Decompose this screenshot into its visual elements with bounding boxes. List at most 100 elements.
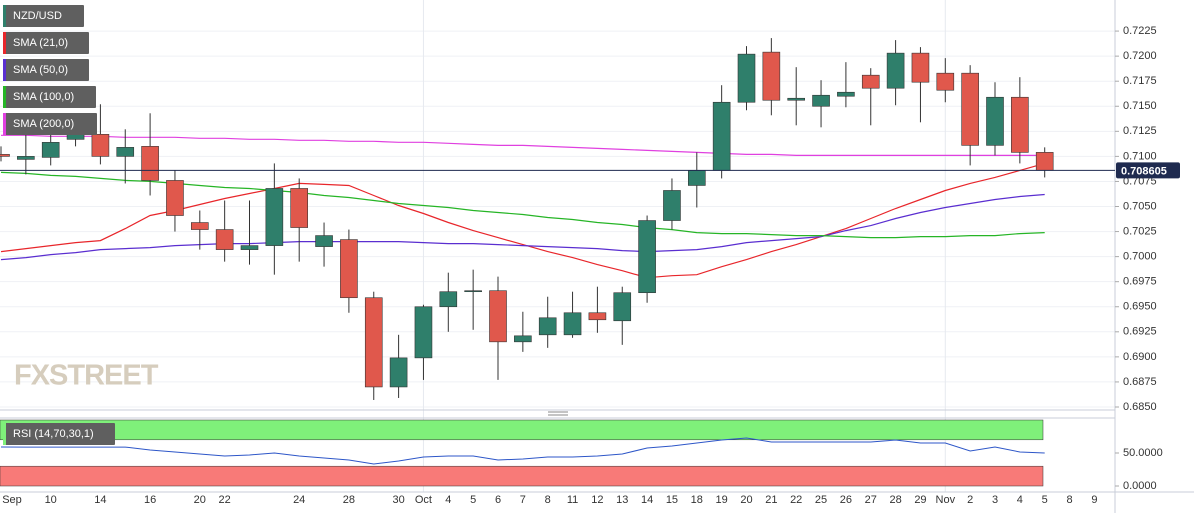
legend-swatch bbox=[3, 59, 6, 81]
candle-body bbox=[613, 292, 632, 322]
y-tick-label: 0.7200 bbox=[1123, 50, 1157, 62]
candle-body bbox=[414, 306, 433, 359]
x-tick-label: 10 bbox=[45, 494, 57, 506]
candle-body bbox=[389, 357, 408, 388]
legend-swatch bbox=[3, 32, 6, 54]
x-tick-label: 5 bbox=[470, 494, 476, 506]
candle-body bbox=[265, 188, 284, 246]
y-tick-label: 50.0000 bbox=[1123, 447, 1163, 459]
candle-body bbox=[712, 101, 731, 171]
y-tick-label: 0.7000 bbox=[1123, 251, 1157, 263]
candle-body bbox=[787, 97, 806, 101]
legend-label: RSI (14,70,30,1) bbox=[13, 428, 94, 440]
candle-body bbox=[191, 222, 209, 230]
candle-body bbox=[911, 52, 930, 83]
x-tick-label: 15 bbox=[666, 494, 678, 506]
x-tick-label: 21 bbox=[765, 494, 777, 506]
x-tick-label: 3 bbox=[992, 494, 998, 506]
x-tick-label: 4 bbox=[445, 494, 451, 506]
grid bbox=[0, 0, 1115, 492]
legend-box bbox=[3, 86, 96, 108]
y-tick-label: 0.6975 bbox=[1123, 276, 1157, 288]
last-price-label: 0.708605 bbox=[1121, 165, 1167, 177]
legend-label: SMA (50,0) bbox=[13, 64, 68, 76]
legend-swatch bbox=[3, 5, 6, 27]
legend-label: SMA (100,0) bbox=[13, 91, 74, 103]
candle-body bbox=[116, 147, 135, 157]
candle-body bbox=[17, 156, 35, 160]
candle-body bbox=[861, 74, 880, 89]
x-tick-label: Sep bbox=[2, 494, 22, 506]
rsi-band bbox=[0, 465, 1044, 487]
x-tick-label: 11 bbox=[567, 494, 578, 506]
y-tick-label: 0.7100 bbox=[1123, 150, 1157, 162]
candle-body bbox=[687, 170, 706, 186]
rsi-band bbox=[0, 419, 1044, 441]
sma-line bbox=[1, 134, 1045, 156]
x-tick-label: 26 bbox=[840, 494, 852, 506]
candle-body bbox=[489, 290, 507, 343]
x-tick-label: 7 bbox=[520, 494, 526, 506]
x-tick-label: 20 bbox=[194, 494, 206, 506]
y-tick-label: 0.7050 bbox=[1123, 200, 1157, 212]
candle-body bbox=[762, 51, 781, 101]
candle-body bbox=[439, 291, 458, 308]
candle-body bbox=[986, 96, 1004, 146]
candle-body bbox=[936, 72, 955, 91]
candle-body bbox=[66, 134, 85, 140]
candle-body bbox=[663, 190, 681, 221]
x-tick-label: 4 bbox=[1017, 494, 1023, 506]
candle-body bbox=[240, 245, 259, 250]
x-tick-label: 12 bbox=[591, 494, 603, 506]
candle-body bbox=[215, 229, 234, 250]
candle-body bbox=[588, 312, 607, 321]
legend-swatch bbox=[3, 86, 6, 108]
x-tick-label: 8 bbox=[1066, 494, 1072, 506]
legend-swatch bbox=[3, 423, 6, 445]
sma-line bbox=[0, 193, 1045, 261]
candle-body bbox=[91, 134, 110, 157]
x-tick-label: 28 bbox=[343, 494, 355, 506]
x-tick-label: 24 bbox=[293, 494, 305, 506]
candle-body bbox=[41, 142, 60, 158]
legend-label: SMA (200,0) bbox=[13, 118, 74, 130]
x-tick-label: 20 bbox=[740, 494, 752, 506]
y-tick-label: 0.7025 bbox=[1123, 225, 1157, 237]
candle-body bbox=[812, 94, 830, 107]
x-tick-label: 2 bbox=[967, 494, 973, 506]
x-tick-label: 16 bbox=[144, 494, 156, 506]
legend-label: NZD/USD bbox=[13, 10, 62, 22]
rsi-line bbox=[0, 437, 1045, 465]
x-tick-label: 25 bbox=[815, 494, 827, 506]
candle-body bbox=[315, 235, 333, 247]
x-tick-label: 6 bbox=[495, 494, 501, 506]
legend-box bbox=[3, 113, 97, 135]
legend-label: SMA (21,0) bbox=[13, 37, 68, 49]
candle-body bbox=[886, 52, 905, 89]
candle-body bbox=[364, 297, 383, 388]
legend-swatch bbox=[3, 113, 6, 135]
y-tick-label: 0.7125 bbox=[1123, 125, 1157, 137]
x-tick-label: 22 bbox=[790, 494, 802, 506]
last-price-box bbox=[1116, 162, 1180, 179]
candle-body bbox=[638, 220, 656, 294]
x-tick-label: 29 bbox=[914, 494, 926, 506]
x-tick-label: 22 bbox=[219, 494, 231, 506]
x-tick-label: Nov bbox=[936, 494, 956, 506]
x-tick-label: 9 bbox=[1091, 494, 1097, 506]
candle-body bbox=[837, 91, 855, 97]
candle-body bbox=[464, 290, 482, 293]
x-tick-label: 5 bbox=[1042, 494, 1048, 506]
candle-body bbox=[563, 312, 582, 336]
candle-body bbox=[0, 154, 10, 157]
x-tick-label: 27 bbox=[865, 494, 877, 506]
y-tick-label: 0.7150 bbox=[1123, 100, 1157, 112]
x-tick-label: 14 bbox=[641, 494, 653, 506]
x-tick-label: 19 bbox=[716, 494, 728, 506]
y-tick-label: 0.6950 bbox=[1123, 301, 1157, 313]
x-tick-label: 30 bbox=[392, 494, 404, 506]
y-tick-label: 0.7175 bbox=[1123, 75, 1157, 87]
legend-box bbox=[3, 32, 89, 54]
candle-body bbox=[290, 188, 309, 228]
